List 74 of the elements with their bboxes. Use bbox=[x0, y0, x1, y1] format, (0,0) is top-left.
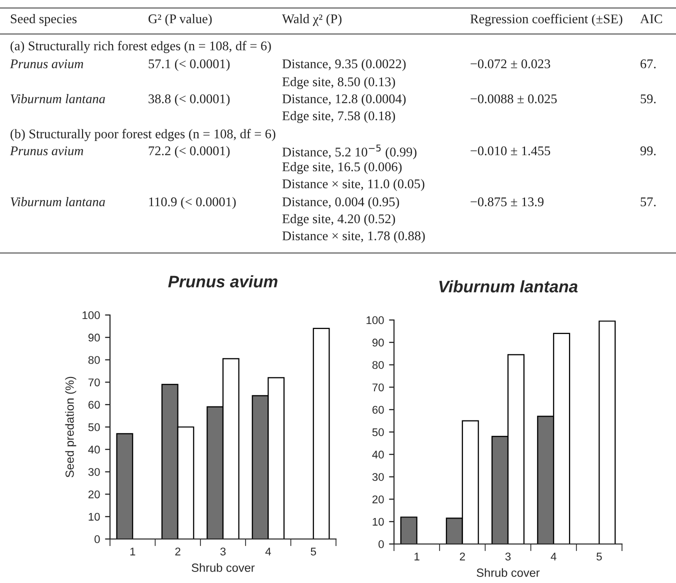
y-tick-label: 40 bbox=[372, 450, 384, 459]
x-tick-label: 3 bbox=[220, 548, 226, 556]
text: Prunus avium bbox=[10, 146, 84, 156]
y-tick-label: 100 bbox=[82, 311, 100, 320]
text: Edge site, 4.20 (0.52) bbox=[282, 214, 396, 226]
y-tick-label: 100 bbox=[366, 316, 384, 324]
text: (b) Structurally poor forest edges (n = 108, df = 6) bbox=[10, 128, 276, 142]
text: Distance, 0.004 (0.95) bbox=[282, 197, 400, 209]
text: Prunus avium bbox=[10, 59, 84, 68]
bar bbox=[312, 328, 330, 539]
y-tick-label: 40 bbox=[88, 446, 100, 454]
y-tick-label: 10 bbox=[372, 518, 384, 526]
bar bbox=[116, 433, 134, 539]
text: Distance × site, 11.0 (0.05) bbox=[282, 179, 424, 191]
text: −0.875 ± 13.9 bbox=[470, 197, 544, 206]
y-tick-label: 30 bbox=[88, 468, 100, 476]
text: Edge site, 16.5 (0.006) bbox=[282, 162, 402, 174]
x-tick-label: 5 bbox=[310, 548, 316, 556]
text: Distance, 12.8 (0.0004) bbox=[282, 94, 406, 106]
chart-title: Prunus avium bbox=[168, 275, 278, 288]
text: 57. bbox=[640, 198, 656, 206]
text: −0.010 ± 1.455 bbox=[470, 146, 550, 156]
text: 110.9 (< 0.0001) bbox=[149, 197, 236, 209]
y-tick-label: 10 bbox=[88, 512, 100, 521]
text: Distance, 9.35 (0.0022) bbox=[282, 59, 406, 71]
text: AIC bbox=[640, 14, 662, 24]
text: 99. bbox=[640, 146, 656, 156]
bar bbox=[400, 516, 418, 544]
y-tick-label: 50 bbox=[88, 423, 100, 432]
text: Distance, 5.2 10$^{−5}$ (0.99) bbox=[282, 144, 416, 160]
text: Edge site, 7.58 (0.18) bbox=[282, 111, 396, 123]
y-tick-label: 30 bbox=[372, 473, 384, 481]
y-tick-label: 90 bbox=[88, 334, 100, 342]
text: Distance × site, 1.78 (0.88) bbox=[282, 231, 425, 243]
y-tick-label: 70 bbox=[88, 378, 100, 386]
text: G² (P value) bbox=[148, 14, 212, 26]
x-tick-label: 2 bbox=[460, 552, 465, 560]
y-tick-label: 90 bbox=[372, 338, 384, 347]
y-tick-label: 20 bbox=[88, 490, 100, 498]
x-axis-title: Shrub cover bbox=[476, 568, 540, 577]
text: −0.0088 ± 0.025 bbox=[470, 94, 557, 104]
x-tick-label: 1 bbox=[414, 552, 420, 560]
text: Regression coefficient (±SE) bbox=[470, 14, 622, 26]
text: 38.8 (< 0.0001) bbox=[148, 94, 230, 106]
y-tick-label: 20 bbox=[372, 495, 384, 504]
text: (a) Structurally rich forest edges (n = 108, df = 6) bbox=[10, 40, 271, 54]
chart-title: Viburnum lantana bbox=[439, 280, 578, 292]
text: Viburnum lantana bbox=[10, 197, 105, 206]
y-tick-label: 60 bbox=[372, 406, 384, 414]
x-axis-title: Shrub cover bbox=[192, 563, 255, 572]
text: Viburnum lantana bbox=[10, 94, 105, 104]
text: 57.1 (< 0.0001) bbox=[148, 59, 230, 71]
y-tick-label: 60 bbox=[88, 400, 100, 409]
x-tick-label: 4 bbox=[550, 552, 556, 560]
text: Edge site, 8.50 (0.13) bbox=[282, 77, 396, 89]
y-tick-label: 70 bbox=[372, 383, 384, 392]
text: Seed species bbox=[10, 14, 77, 26]
y-tick-label: 80 bbox=[88, 356, 100, 364]
y-tick-label: 0 bbox=[378, 540, 384, 548]
y-axis-title: Seed predation (%) bbox=[65, 376, 76, 478]
text: 72.2 (< 0.0001) bbox=[148, 146, 230, 158]
text: Wald χ² (P) bbox=[282, 14, 342, 26]
bar bbox=[598, 320, 616, 544]
text: −0.072 ± 0.023 bbox=[470, 59, 550, 68]
y-tick-label: 50 bbox=[372, 428, 384, 436]
text: 59. bbox=[640, 94, 656, 104]
text: 67. bbox=[640, 59, 656, 68]
x-tick-label: 5 bbox=[596, 552, 602, 560]
x-tick-label: 4 bbox=[265, 548, 271, 556]
y-tick-label: 80 bbox=[372, 361, 384, 369]
x-tick-label: 3 bbox=[505, 552, 511, 560]
x-tick-label: 1 bbox=[130, 548, 136, 556]
x-tick-label: 2 bbox=[175, 548, 180, 556]
y-tick-label: 0 bbox=[94, 535, 100, 544]
